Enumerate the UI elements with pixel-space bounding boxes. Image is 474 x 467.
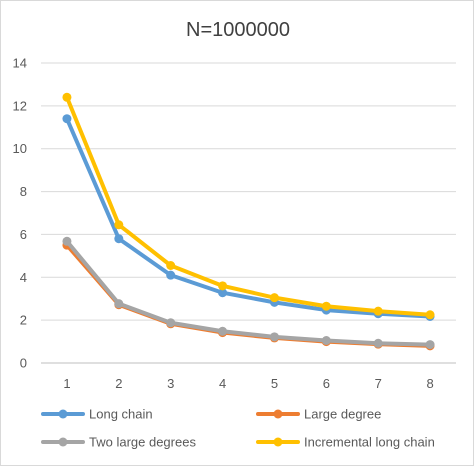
- gridlines: [41, 62, 456, 364]
- data-point: [425, 340, 435, 350]
- data-point: [166, 261, 176, 270]
- x-tick-label: 8: [426, 376, 433, 391]
- legend-swatch-marker: [273, 409, 283, 419]
- x-tick-label: 2: [115, 376, 122, 391]
- data-point: [62, 114, 72, 124]
- data-point: [321, 336, 331, 345]
- y-tick-label: 2: [20, 313, 27, 328]
- x-tick-label: 5: [271, 376, 278, 391]
- series-line: [64, 243, 433, 348]
- data-point: [373, 306, 383, 316]
- series-lines: [62, 92, 435, 351]
- y-tick-label: 10: [13, 141, 27, 156]
- data-point: [218, 288, 228, 298]
- data-point: [218, 326, 228, 336]
- data-point: [114, 234, 124, 244]
- x-tick-label: 7: [375, 376, 382, 391]
- data-point: [62, 92, 72, 102]
- data-point: [166, 270, 176, 280]
- series-line: [64, 116, 433, 319]
- legend-entry: Large degree: [256, 407, 381, 422]
- y-tick-label: 0: [20, 356, 27, 371]
- legend-label: Incremental long chain: [304, 435, 435, 450]
- x-tick-label: 4: [219, 376, 226, 391]
- y-tick-label: 12: [13, 98, 27, 113]
- x-tick-label: 3: [167, 376, 174, 391]
- y-tick-label: 6: [20, 227, 27, 242]
- series-line: [64, 239, 433, 347]
- legend-swatch-marker: [58, 437, 68, 447]
- legend-swatch-marker: [273, 437, 283, 447]
- legend-entry: Two large degrees: [41, 435, 196, 450]
- x-tick-label: 1: [63, 376, 70, 391]
- data-point: [62, 236, 72, 246]
- legend-entry: Long chain: [41, 407, 153, 422]
- y-tick-label: 4: [20, 270, 27, 285]
- series-incremental-long-chain: [62, 92, 435, 320]
- y-tick-label: 14: [13, 56, 27, 71]
- data-point: [218, 281, 228, 291]
- data-point: [166, 318, 176, 328]
- data-point: [269, 293, 279, 303]
- data-point: [425, 310, 435, 320]
- data-point: [114, 220, 124, 230]
- legend-label: Large degree: [304, 407, 381, 422]
- legend: Long chain Large degree Two large degrees I…: [41, 407, 435, 450]
- data-point: [114, 299, 124, 309]
- legend-swatch-marker: [58, 409, 68, 419]
- legend-label: Long chain: [89, 407, 153, 422]
- data-point: [269, 332, 279, 342]
- legend-entry: Incremental long chain: [256, 435, 435, 450]
- series-line: [64, 95, 433, 317]
- x-tick-label: 6: [323, 376, 330, 391]
- data-point: [373, 338, 383, 348]
- data-point: [321, 301, 331, 311]
- series-two-large-degrees: [62, 236, 435, 350]
- chart-title: N=1000000: [186, 19, 290, 41]
- y-tick-label: 8: [20, 184, 27, 199]
- legend-label: Two large degrees: [89, 435, 196, 450]
